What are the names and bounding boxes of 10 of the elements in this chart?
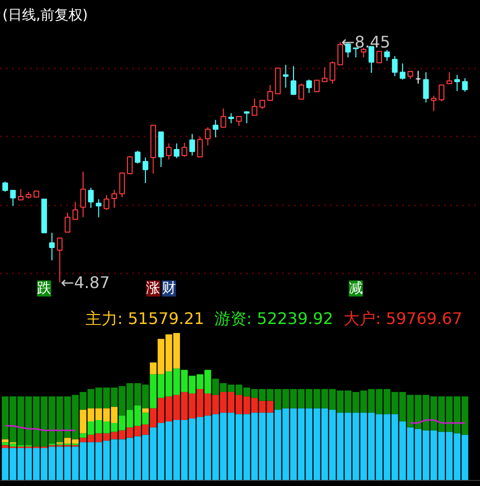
text: 游资: 52239.92 [214,309,334,328]
annotation: ←8.45 [341,32,390,52]
text: 大户: 59769.67 [343,309,462,328]
annotation: 跌 [37,280,52,296]
annotation: 减 [348,280,363,296]
chart-title: (日线,前复权) [2,8,88,24]
annotation: ←4.87 [60,272,110,292]
annotation: 财 [162,280,176,296]
series-label: 主力: 51579.21 [85,309,204,328]
annotation: 涨 [146,280,160,296]
